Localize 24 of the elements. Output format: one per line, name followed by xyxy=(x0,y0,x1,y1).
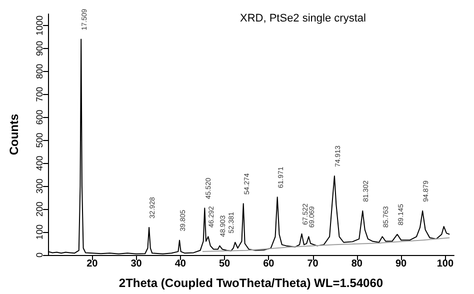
x-tick-label: 50 xyxy=(218,258,231,270)
line-series xyxy=(202,237,450,252)
x-axis-title: 2Theta (Coupled TwoTheta/Theta) WL=1.54060 xyxy=(118,276,384,290)
x-tick-label: 100 xyxy=(436,258,454,270)
y-tick-label: 500 xyxy=(34,132,44,148)
x-tick-label: 70 xyxy=(307,258,319,270)
y-tick-label: 0 xyxy=(34,252,44,258)
y-tick-label: 400 xyxy=(34,156,44,171)
y-tick-label: 100 xyxy=(34,224,44,240)
x-tick-label: 60 xyxy=(263,258,275,270)
x-tick-label: 30 xyxy=(130,258,142,270)
chart-title: XRD, PtSe2 single crystal xyxy=(240,12,366,24)
y-tick-label: 900 xyxy=(34,40,44,56)
x-tick-label: 80 xyxy=(351,258,363,270)
x-tick-label: 90 xyxy=(395,258,408,270)
y-axis-title: Counts xyxy=(7,114,21,156)
y-tick-label: 300 xyxy=(34,178,44,194)
y-tick-label: 1000 xyxy=(34,15,44,36)
y-tick-label: 800 xyxy=(34,64,44,79)
y-tick-label: 200 xyxy=(34,202,44,217)
x-tick-label: 40 xyxy=(174,258,186,270)
y-tick-label: 700 xyxy=(34,86,44,102)
x-tick-label: 20 xyxy=(86,258,98,270)
y-tick-label: 600 xyxy=(34,110,44,125)
